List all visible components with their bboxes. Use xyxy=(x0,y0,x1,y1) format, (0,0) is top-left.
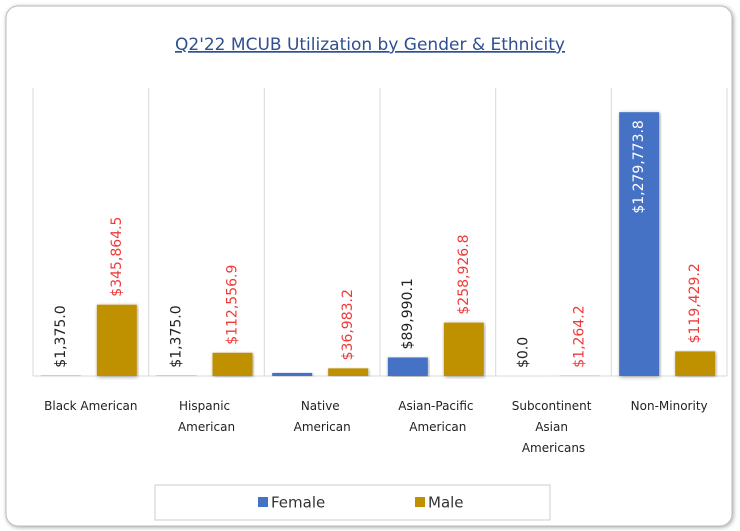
value-label: $119,429.2 xyxy=(687,263,703,343)
bar xyxy=(212,352,253,376)
legend-label: Male xyxy=(428,494,464,512)
value-label: $1,375.0 xyxy=(169,305,185,367)
value-label: $1,264.2 xyxy=(572,305,588,367)
x-tick-label: Asian-Pacific American xyxy=(398,399,477,434)
bar xyxy=(619,112,660,376)
x-tick-label: Hispanic American xyxy=(178,399,235,434)
value-label: $36,983.2 xyxy=(340,289,356,360)
bar xyxy=(387,357,428,376)
legend-label: Female xyxy=(271,494,325,512)
legend-swatch xyxy=(415,497,425,507)
value-label: $0.0 xyxy=(516,337,532,368)
value-label: $112,556.9 xyxy=(225,265,241,345)
value-label: $89,990.1 xyxy=(400,278,416,349)
x-tick-label: Non-Minority xyxy=(631,399,708,413)
bar xyxy=(443,322,484,376)
legend-swatch xyxy=(258,497,268,507)
x-tick-label: Subcontinent Asian Americans xyxy=(512,399,596,455)
value-label: $258,926.8 xyxy=(456,234,472,314)
value-label: $1,375.0 xyxy=(53,305,69,367)
legend xyxy=(154,484,551,521)
value-label: $1,279,773.8 xyxy=(631,120,647,214)
bar xyxy=(675,351,716,376)
bar xyxy=(96,304,137,376)
chart-frame xyxy=(5,5,733,527)
bar xyxy=(272,372,313,376)
x-tick-label: Black American xyxy=(44,399,137,413)
value-label: $345,864.5 xyxy=(109,217,125,297)
bar xyxy=(328,368,369,376)
chart-title: Q2'22 MCUB Utilization by Gender & Ethni… xyxy=(175,35,565,55)
x-tick-label: Native American xyxy=(294,399,351,434)
